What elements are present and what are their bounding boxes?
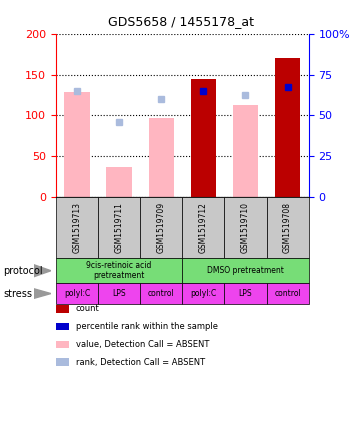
Text: 9cis-retinoic acid
pretreatment: 9cis-retinoic acid pretreatment xyxy=(86,261,152,280)
Bar xyxy=(275,58,300,197)
Text: LPS: LPS xyxy=(239,289,252,298)
Text: control: control xyxy=(274,289,301,298)
Text: GSM1519709: GSM1519709 xyxy=(157,202,166,253)
Text: polyI:C: polyI:C xyxy=(190,289,217,298)
Text: GSM1519711: GSM1519711 xyxy=(115,202,123,253)
Text: GSM1519708: GSM1519708 xyxy=(283,202,292,253)
Text: DMSO pretreatment: DMSO pretreatment xyxy=(207,266,284,275)
Polygon shape xyxy=(34,265,51,277)
Text: GSM1519713: GSM1519713 xyxy=(73,202,82,253)
Text: GSM1519712: GSM1519712 xyxy=(199,202,208,253)
Text: value, Detection Call = ABSENT: value, Detection Call = ABSENT xyxy=(76,340,209,349)
Text: control: control xyxy=(148,289,175,298)
Text: protocol: protocol xyxy=(4,266,43,276)
Text: rank, Detection Call = ABSENT: rank, Detection Call = ABSENT xyxy=(76,357,205,367)
Text: percentile rank within the sample: percentile rank within the sample xyxy=(76,322,218,331)
Bar xyxy=(106,167,132,197)
Bar xyxy=(233,104,258,197)
Text: LPS: LPS xyxy=(112,289,126,298)
Bar xyxy=(275,58,300,197)
Text: GSM1519710: GSM1519710 xyxy=(241,202,250,253)
Bar xyxy=(191,79,216,197)
Text: polyI:C: polyI:C xyxy=(64,289,90,298)
Bar xyxy=(149,118,174,197)
Text: count: count xyxy=(76,304,100,313)
Bar xyxy=(191,95,216,197)
Polygon shape xyxy=(34,288,51,299)
Text: GDS5658 / 1455178_at: GDS5658 / 1455178_at xyxy=(108,15,253,28)
Bar xyxy=(64,93,90,197)
Text: stress: stress xyxy=(4,288,32,299)
